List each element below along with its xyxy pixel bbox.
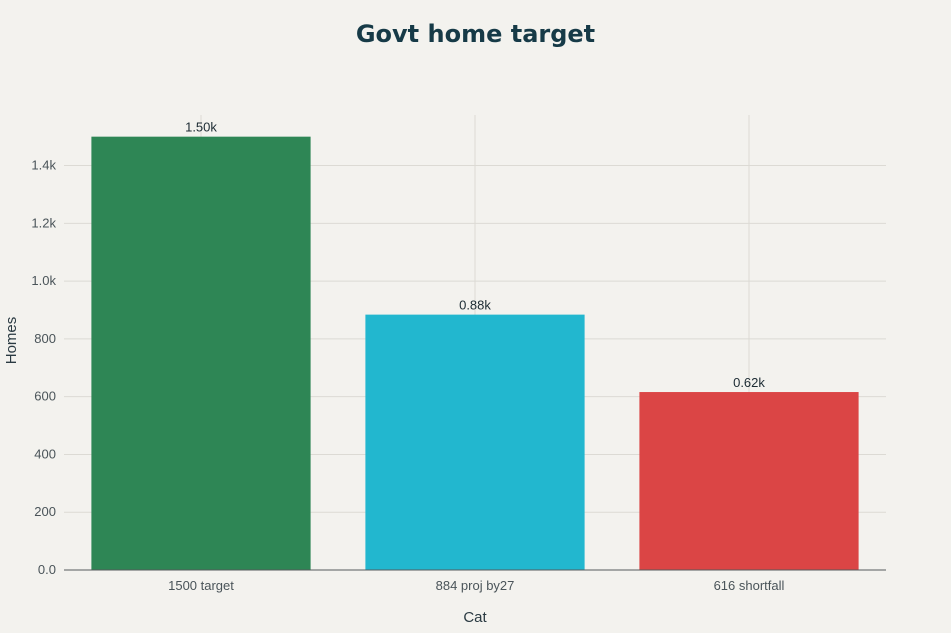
y-tick-label: 800 [34, 331, 56, 346]
y-tick-label: 400 [34, 446, 56, 461]
y-tick-label: 1.0k [31, 273, 56, 288]
y-axis-title: Homes [3, 317, 20, 365]
x-tick-label: 1500 target [168, 578, 234, 593]
bar-1 [91, 136, 311, 570]
chart-title: Govt home target [355, 20, 596, 48]
data-label-1: 1.50k [185, 120, 217, 135]
x-axis-title: Cat [463, 609, 487, 626]
data-label-3: 0.62k [733, 375, 765, 390]
bar-2 [365, 314, 585, 570]
y-tick-label: 0.0 [38, 562, 56, 577]
y-tick-label: 1.4k [31, 158, 56, 173]
x-tick-label: 884 proj by27 [436, 578, 515, 593]
y-tick-label: 1.2k [31, 215, 56, 230]
x-tick-label: 616 shortfall [714, 578, 785, 593]
y-tick-label: 200 [34, 504, 56, 519]
y-tick-label: 600 [34, 389, 56, 404]
data-label-2: 0.88k [459, 298, 491, 313]
bar-3 [639, 392, 859, 570]
